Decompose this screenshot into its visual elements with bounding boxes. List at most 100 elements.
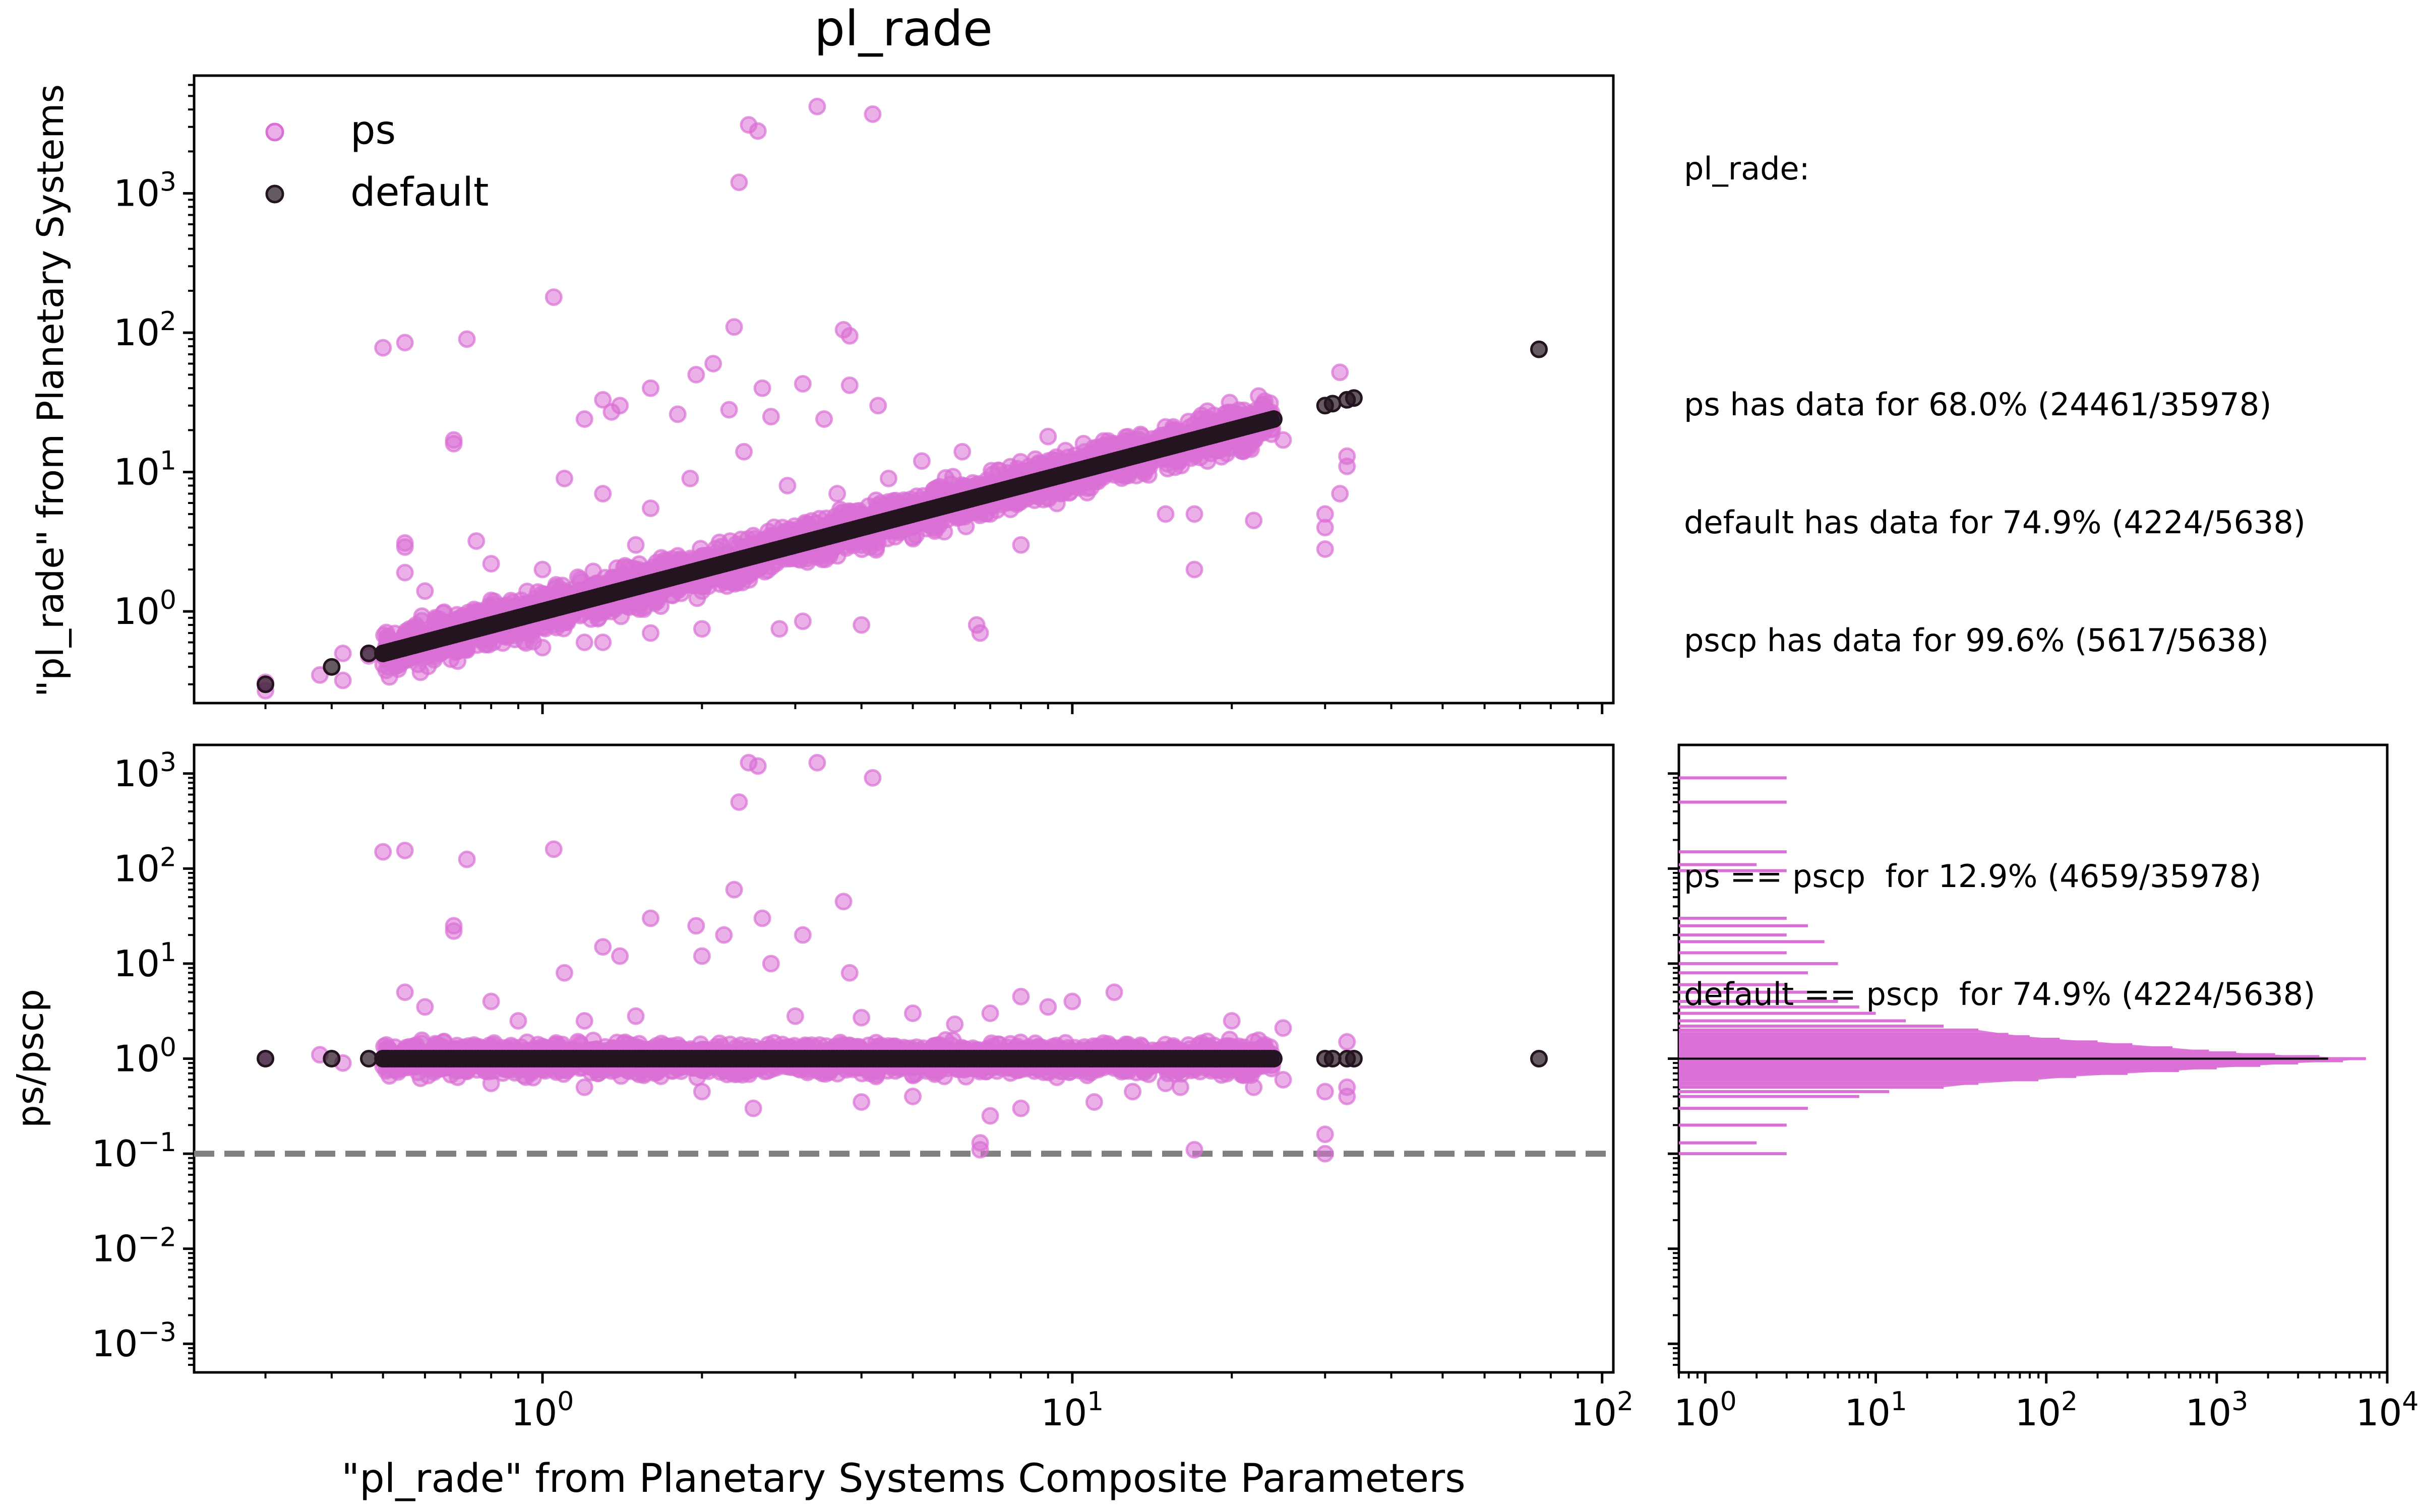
point-default (387, 641, 405, 659)
point-ps (556, 469, 574, 487)
point-ps (1157, 505, 1175, 523)
point-ps (594, 485, 612, 503)
point-ps (913, 452, 931, 470)
scatter-top-x-ticks (264, 703, 1604, 714)
point-ps (374, 339, 392, 357)
point-ps (735, 443, 753, 461)
point-ps (753, 379, 771, 397)
point-ps (627, 536, 645, 554)
point-ps (572, 573, 590, 591)
y-tick-label: 100 (113, 585, 176, 633)
point-ps (445, 431, 463, 449)
point-ps (482, 554, 500, 573)
point-ps (1338, 447, 1356, 465)
point-ps (864, 105, 882, 123)
legend-marker-default (265, 184, 284, 204)
point-ps (642, 499, 660, 517)
point-ps (575, 634, 593, 652)
point-ps (762, 408, 780, 426)
point-ps (602, 403, 621, 421)
point-ps (815, 410, 833, 428)
point-ps (642, 379, 660, 397)
point-ps (1274, 431, 1292, 449)
point-ps (704, 355, 722, 373)
point-ps (1048, 494, 1066, 513)
point-ps (334, 671, 352, 689)
point-ps (416, 582, 434, 600)
point-ps (840, 327, 859, 345)
point-ps (879, 493, 897, 511)
scatter-top-points (257, 97, 1548, 700)
point-ps (588, 604, 607, 622)
scatter-top-frame (193, 74, 1615, 705)
scatter-top-y-ticks: 100 101 102 103 (113, 84, 194, 685)
point-ps (981, 505, 999, 523)
point-default (1530, 340, 1548, 358)
point-ps (693, 620, 711, 638)
scatter-top-axes: 100 101 102 103 pl_rade "pl_rade" from Plan… (29, 1, 1615, 714)
point-default (323, 658, 341, 676)
point-ps (396, 334, 414, 352)
point-default (1345, 389, 1363, 407)
point-ps (840, 376, 859, 394)
legend-label-ps: ps (350, 108, 396, 153)
y-tick-label: 103 (113, 167, 176, 215)
point-ps (594, 634, 612, 652)
point-ps (1127, 467, 1145, 485)
y-axis-label-top: "pl_rade" from Planetary Systems (29, 84, 72, 697)
point-ps (749, 122, 767, 140)
point-ps (467, 532, 486, 550)
point-ps (693, 582, 711, 600)
point-ps (1074, 434, 1093, 453)
point-ps (770, 620, 789, 638)
point-ps (794, 612, 812, 631)
point-ps (1008, 495, 1026, 513)
point-ps (575, 410, 593, 428)
point-ps (1331, 485, 1349, 503)
chart-title: pl_rade (814, 1, 993, 57)
point-ps (396, 534, 414, 552)
point-default (1323, 395, 1342, 413)
legend-marker-ps (265, 122, 284, 142)
point-default (359, 644, 378, 662)
y-tick-label: 102 (113, 306, 176, 354)
point-default (257, 675, 275, 694)
point-ps (808, 97, 826, 115)
point-ps (1185, 505, 1203, 523)
point-ps (744, 527, 762, 545)
point-ps (431, 610, 449, 628)
point-ps (1316, 540, 1334, 558)
point-default (1264, 410, 1283, 428)
point-ps (1039, 427, 1057, 446)
point-ps (669, 405, 687, 423)
point-ps (533, 560, 552, 579)
point-ps (533, 639, 552, 657)
point-ps (730, 173, 748, 192)
point-ps (544, 288, 563, 306)
point-ps (953, 443, 972, 461)
point-ps (411, 663, 430, 681)
point-ps (937, 469, 955, 487)
point-ps (681, 469, 699, 487)
point-ps (334, 644, 352, 662)
point-ps (725, 318, 743, 336)
point-ps (1039, 452, 1057, 470)
point-ps (1256, 392, 1274, 410)
point-ps (879, 469, 897, 487)
point-ps (426, 648, 444, 666)
point-ps (828, 485, 846, 503)
point-ps (458, 330, 476, 348)
point-default (404, 637, 422, 655)
point-ps (853, 536, 871, 554)
point-ps (1119, 431, 1137, 450)
point-ps (1198, 452, 1217, 470)
point-ps (482, 591, 500, 609)
point-ps (794, 375, 812, 393)
point-ps (1245, 512, 1263, 530)
point-ps (1185, 560, 1203, 579)
y-tick-label: 101 (113, 446, 176, 493)
point-ps (1171, 451, 1189, 469)
point-ps (1331, 363, 1349, 382)
